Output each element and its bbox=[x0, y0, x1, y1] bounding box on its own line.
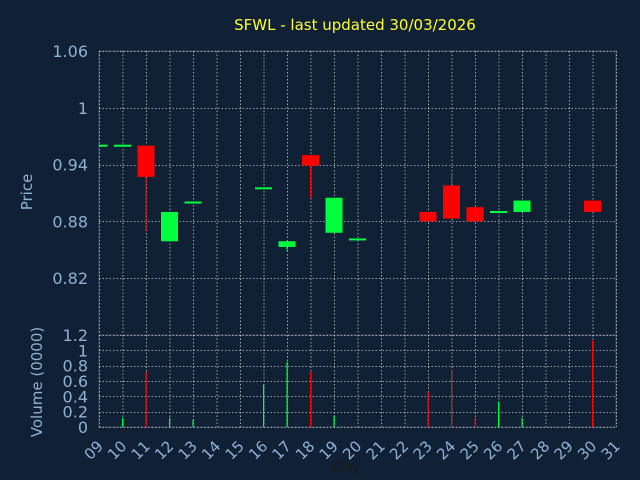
candle-body bbox=[466, 207, 484, 222]
price-panel-frame bbox=[98, 50, 617, 336]
candle-body bbox=[114, 144, 131, 147]
x-tick-label: 11 bbox=[128, 437, 154, 463]
candle-body bbox=[419, 211, 437, 222]
volume-bar bbox=[592, 340, 594, 427]
volume-y-tick-label: 0.8 bbox=[63, 357, 88, 376]
candle-body bbox=[325, 197, 343, 233]
candle-body bbox=[349, 238, 366, 241]
x-tick-label: 31 bbox=[598, 437, 624, 463]
x-tick-label: 25 bbox=[457, 437, 483, 463]
x-tick-label: 10 bbox=[104, 437, 130, 463]
x-tick-label: 21 bbox=[363, 437, 389, 463]
candle-body bbox=[513, 200, 531, 212]
price-y-tick-label: 1.06 bbox=[52, 42, 88, 61]
candle-body bbox=[584, 200, 601, 212]
x-tick-label: 14 bbox=[198, 437, 224, 463]
volume-bar bbox=[521, 417, 523, 427]
volume-y-tick-label: 0 bbox=[78, 418, 88, 437]
x-tick-label: 15 bbox=[222, 437, 248, 463]
price-y-tick-label: 0.88 bbox=[52, 212, 88, 231]
volume-bar bbox=[122, 417, 124, 427]
price-y-ticks: 0.82 0.88 0.94 1 1.06 bbox=[52, 42, 88, 288]
x-tick-label: 17 bbox=[269, 437, 295, 463]
candle-body bbox=[161, 211, 178, 242]
x-tick-label: 23 bbox=[410, 437, 436, 463]
volume-bar bbox=[192, 419, 194, 427]
x-tick-label: 29 bbox=[551, 437, 577, 463]
x-tick-label: 16 bbox=[245, 437, 271, 463]
candle-body bbox=[443, 185, 460, 219]
x-tick-label: 30 bbox=[574, 437, 600, 463]
x-tick-label: 28 bbox=[527, 437, 553, 463]
candle-body bbox=[99, 144, 108, 147]
volume-y-tick-label: 0.2 bbox=[63, 403, 88, 422]
volume-grid bbox=[99, 335, 617, 428]
volume-axis-label: Volume (0000) bbox=[28, 327, 46, 437]
candle-body bbox=[302, 155, 319, 166]
volume-bar bbox=[474, 417, 476, 427]
x-tick-label: 26 bbox=[480, 437, 506, 463]
x-tick-label: 22 bbox=[386, 437, 412, 463]
volume-bar bbox=[498, 401, 500, 427]
x-tick-label: 27 bbox=[504, 437, 530, 463]
volume-bars bbox=[122, 340, 594, 427]
candle-body bbox=[255, 187, 272, 190]
volume-bar bbox=[263, 384, 265, 427]
candle-body bbox=[278, 241, 296, 247]
price-grid bbox=[99, 51, 617, 335]
volume-y-tick-label: 0.6 bbox=[63, 372, 88, 391]
volume-bar bbox=[145, 371, 147, 427]
x-tick-label: 13 bbox=[175, 437, 201, 463]
volume-y-ticks: 00.20.40.60.811.2 bbox=[63, 326, 88, 437]
x-tick-label: 24 bbox=[433, 437, 459, 463]
volume-bar bbox=[169, 417, 171, 427]
x-tick-label: 12 bbox=[151, 437, 177, 463]
volume-bar bbox=[427, 391, 429, 427]
candle-body bbox=[184, 201, 202, 204]
volume-y-tick-label: 1 bbox=[78, 341, 88, 360]
x-tick-label: 18 bbox=[292, 437, 318, 463]
volume-bar bbox=[333, 415, 335, 427]
price-y-tick-label: 1 bbox=[78, 99, 88, 118]
volume-bar bbox=[286, 361, 288, 427]
x-tick-label: 09 bbox=[81, 437, 107, 463]
price-y-tick-label: 0.94 bbox=[52, 156, 88, 175]
price-panel: 0.82 0.88 0.94 1 1.06 Price bbox=[18, 42, 617, 336]
price-y-tick-label: 0.82 bbox=[52, 269, 88, 288]
volume-bar bbox=[451, 369, 453, 427]
x-axis-label: Day bbox=[333, 459, 361, 475]
volume-panel-frame bbox=[98, 334, 617, 428]
candles bbox=[98, 144, 601, 251]
volume-y-tick-label: 0.4 bbox=[63, 387, 88, 406]
candle-body bbox=[490, 210, 507, 213]
price-axis-label: Price bbox=[18, 174, 36, 211]
volume-panel: 00.20.40.60.811.2 0910111213141516171819… bbox=[28, 326, 624, 475]
candle-body bbox=[137, 145, 155, 177]
volume-bar bbox=[310, 371, 312, 427]
volume-y-tick-label: 1.2 bbox=[63, 326, 88, 345]
chart-title: SFWL - last updated 30/03/2026 bbox=[234, 16, 476, 34]
